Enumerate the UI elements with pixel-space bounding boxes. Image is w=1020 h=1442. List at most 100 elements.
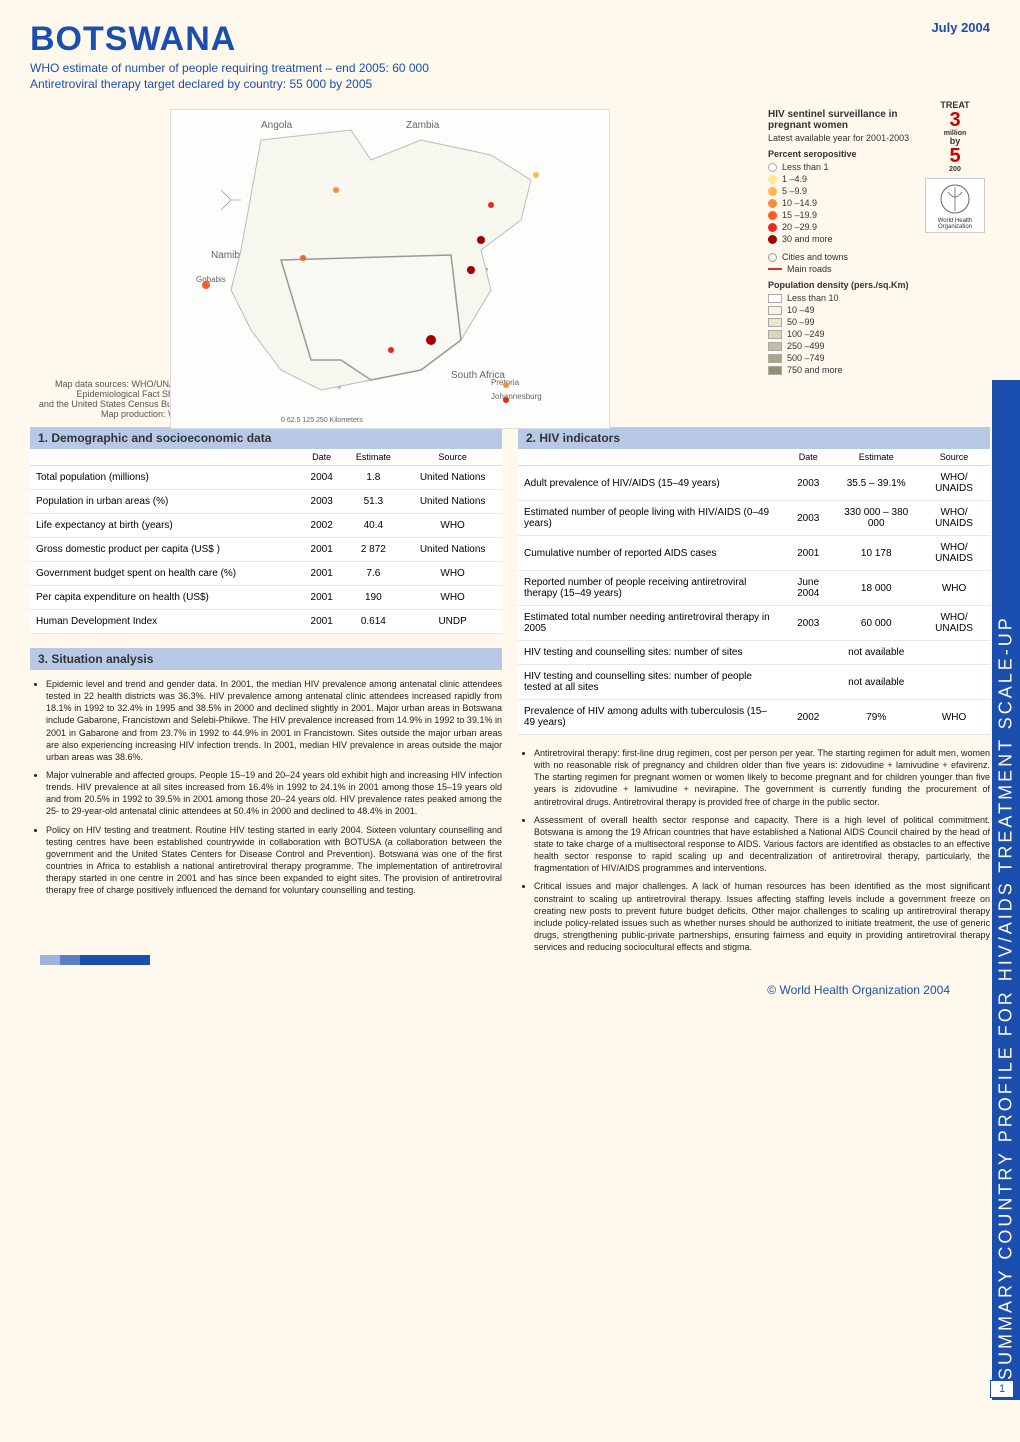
analysis-item: Antiretroviral therapy: first-line drug … xyxy=(534,747,990,808)
table-cell: 51.3 xyxy=(343,490,403,514)
table-cell: United Nations xyxy=(403,466,502,490)
table-cell xyxy=(782,665,834,700)
table-1: DateEstimateSource Total population (mil… xyxy=(30,449,502,634)
section-1-title: 1. Demographic and socioeconomic data xyxy=(30,427,502,449)
legend-label: 250 –499 xyxy=(787,341,825,351)
table-cell: Adult prevalence of HIV/AIDS (15–49 year… xyxy=(518,466,782,501)
legend-roads: Main roads xyxy=(787,264,832,274)
table-cell: 0.614 xyxy=(343,610,403,634)
table-row: Adult prevalence of HIV/AIDS (15–49 year… xyxy=(518,466,990,501)
legend-dot xyxy=(768,235,777,244)
date-label: July 2004 xyxy=(931,20,990,35)
table-row: Total population (millions)20041.8United… xyxy=(30,466,502,490)
legend-box xyxy=(768,366,782,375)
table-cell: 1.8 xyxy=(343,466,403,490)
table-cell: 2001 xyxy=(300,610,344,634)
table-cell: WHO xyxy=(403,514,502,538)
legend-sero-row: Less than 1 xyxy=(768,162,920,172)
table-cell: HIV testing and counselling sites: numbe… xyxy=(518,641,782,665)
map-sources: Map data sources: WHO/UNAIDS Epidemiolog… xyxy=(30,379,190,419)
table-cell: 60 000 xyxy=(834,606,918,641)
legend-label: 1 –4.9 xyxy=(782,174,807,184)
legend-label: 10 –14.9 xyxy=(782,198,817,208)
legend-label: 100 –249 xyxy=(787,329,825,339)
table-cell: Government budget spent on health care (… xyxy=(30,562,300,586)
side-tab: SUMMARY COUNTRY PROFILE FOR HIV/AIDS TRE… xyxy=(992,380,1020,1400)
table-row: Cumulative number of reported AIDS cases… xyxy=(518,536,990,571)
table-2: DateEstimateSource Adult prevalence of H… xyxy=(518,449,990,735)
treat-logo: TREAT 3 million by 5 200 xyxy=(925,109,985,164)
table-row: Human Development Index20010.614UNDP xyxy=(30,610,502,634)
legend-density-row: 500 –749 xyxy=(768,353,920,363)
table-cell: 330 000 – 380 000 xyxy=(834,501,918,536)
table-cell xyxy=(918,641,990,665)
t2-h-src: Source xyxy=(918,449,990,466)
analysis-item: Assessment of overall health sector resp… xyxy=(534,814,990,875)
legend-sero-header: Percent seropositive xyxy=(768,149,920,159)
legend-dot xyxy=(768,175,777,184)
country-title: BOTSWANA xyxy=(30,20,429,59)
legend-density-header: Population density (pers./sq.Km) xyxy=(768,280,920,290)
table-row: Population in urban areas (%)200351.3Uni… xyxy=(30,490,502,514)
table-cell: WHO/ UNAIDS xyxy=(918,501,990,536)
legend-sero-row: 20 –29.9 xyxy=(768,222,920,232)
legend-label: 500 –749 xyxy=(787,353,825,363)
table-cell: 10 178 xyxy=(834,536,918,571)
table-row: Estimated number of people living with H… xyxy=(518,501,990,536)
subtitle-2: Antiretroviral therapy target declared b… xyxy=(30,77,429,91)
t1-h-src: Source xyxy=(403,449,502,466)
table-cell: 79% xyxy=(834,700,918,735)
legend-sero-row: 5 –9.9 xyxy=(768,186,920,196)
legend: HIV sentinel surveillance in pregnant wo… xyxy=(760,109,920,419)
legend-density-row: 750 and more xyxy=(768,365,920,375)
table-cell: 2001 xyxy=(782,536,834,571)
legend-label: 15 –19.9 xyxy=(782,210,817,220)
table-cell: 2002 xyxy=(300,514,344,538)
t2-h-est: Estimate xyxy=(834,449,918,466)
subtitle-1: WHO estimate of number of people requiri… xyxy=(30,61,429,75)
table-cell: Cumulative number of reported AIDS cases xyxy=(518,536,782,571)
analysis-item: Epidemic level and trend and gender data… xyxy=(46,678,502,763)
table-cell: Gross domestic product per capita (US$ ) xyxy=(30,538,300,562)
table-row: HIV testing and counselling sites: numbe… xyxy=(518,665,990,700)
legend-box xyxy=(768,318,782,327)
table-cell: 40.4 xyxy=(343,514,403,538)
map: Angola Zambia Zimbabwe Namibia Botswana … xyxy=(170,109,610,429)
table-cell: 35.5 – 39.1% xyxy=(834,466,918,501)
table-cell: 2002 xyxy=(782,700,834,735)
table-cell: UNDP xyxy=(403,610,502,634)
table-row: Estimated total number needing antiretro… xyxy=(518,606,990,641)
table-cell: 2003 xyxy=(782,606,834,641)
table-cell: June 2004 xyxy=(782,571,834,606)
legend-dot xyxy=(768,187,777,196)
section-3-title: 3. Situation analysis xyxy=(30,648,502,670)
table-cell: 2003 xyxy=(782,501,834,536)
table-cell: Reported number of people receiving anti… xyxy=(518,571,782,606)
table-row: Reported number of people receiving anti… xyxy=(518,571,990,606)
table-cell: 2001 xyxy=(300,562,344,586)
table-cell: Human Development Index xyxy=(30,610,300,634)
legend-label: 30 and more xyxy=(782,234,833,244)
table-cell: not available xyxy=(834,665,918,700)
treat-line-3: 200 xyxy=(949,166,961,173)
legend-label: Less than 10 xyxy=(787,293,839,303)
table-cell: 2004 xyxy=(300,466,344,490)
table-cell xyxy=(782,641,834,665)
table-cell: Total population (millions) xyxy=(30,466,300,490)
table-cell: WHO xyxy=(403,562,502,586)
legend-density-row: 50 –99 xyxy=(768,317,920,327)
legend-sero-row: 1 –4.9 xyxy=(768,174,920,184)
t2-h-date: Date xyxy=(782,449,834,466)
footer-bar xyxy=(60,955,150,965)
legend-density-row: Less than 10 xyxy=(768,293,920,303)
analysis-left: Epidemic level and trend and gender data… xyxy=(30,678,502,896)
footer: © World Health Organization 2004 xyxy=(30,983,990,997)
table-cell: Prevalence of HIV among adults with tube… xyxy=(518,700,782,735)
legend-dot xyxy=(768,211,777,220)
title-block: BOTSWANA WHO estimate of number of peopl… xyxy=(30,20,429,91)
table-cell: United Nations xyxy=(403,490,502,514)
legend-sero-row: 10 –14.9 xyxy=(768,198,920,208)
table-row: Per capita expenditure on health (US$)20… xyxy=(30,586,502,610)
legend-dot xyxy=(768,163,777,172)
table-cell: Life expectancy at birth (years) xyxy=(30,514,300,538)
